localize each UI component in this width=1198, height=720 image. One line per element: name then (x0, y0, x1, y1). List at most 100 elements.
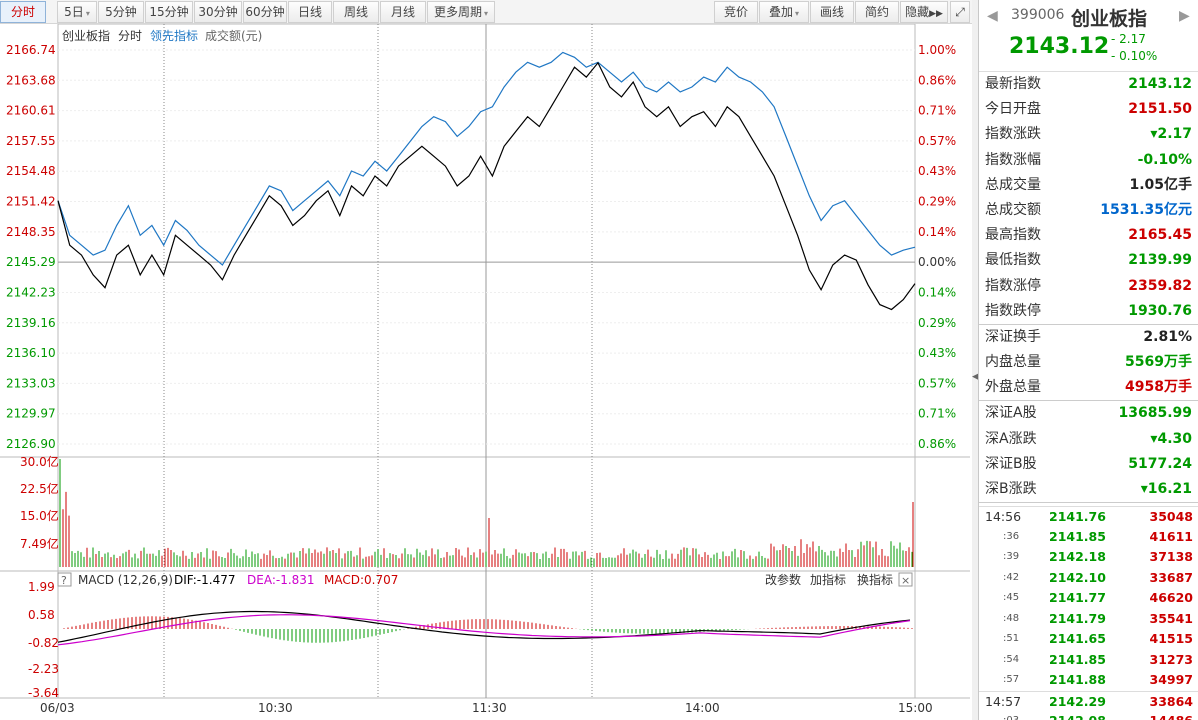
macd-tick-label: -2.23 (28, 662, 59, 676)
pct-tick-label: 0.71% (918, 104, 956, 118)
tick-volume: 14486 (1150, 711, 1194, 720)
price-tick-label: 2139.16 (6, 316, 56, 330)
stat-label: 总成交额 (985, 201, 1041, 218)
stat-row: 深A涨跌 ▾4.30 (979, 427, 1198, 452)
auction-button[interactable]: 竞价 (714, 1, 758, 23)
hide-label: 隐藏 (905, 5, 930, 19)
leading-indicator-line (57, 51, 916, 266)
tick-price: 2141.77 (1049, 590, 1106, 606)
tick-row: :48 2141.79 35541 (979, 609, 1198, 630)
stat-label: 今日开盘 (985, 101, 1041, 118)
pct-tick-label: 0.86% (918, 73, 956, 87)
pct-tick-label: 0.43% (918, 164, 956, 178)
tab-more-periods[interactable]: 更多周期 ▾ (427, 1, 495, 23)
stat-value: 5569万手 (1125, 354, 1192, 371)
tick-row: 14:56 2141.76 35048 (979, 506, 1198, 527)
stat-value: 2143.12 (1128, 76, 1192, 92)
simple-mode-button[interactable]: 简约 (855, 1, 899, 23)
price-tick-label: 2151.42 (6, 195, 56, 209)
chevron-down-icon: ▾ (484, 9, 489, 18)
legend-label: 成交额(元) (205, 28, 262, 43)
switch-indicator-button: 换指标 (857, 572, 893, 587)
overlay-label: 叠加 (768, 5, 793, 19)
volume-tick-label: 22.5亿 (20, 481, 59, 496)
tick-time: :03 (1003, 711, 1019, 720)
tick-time: 14:56 (985, 509, 1022, 525)
tab-5day[interactable]: 5日 ▾ (57, 1, 97, 23)
tick-row: :39 2142.18 37138 (979, 547, 1198, 568)
stat-value: 4958万手 (1125, 379, 1192, 396)
volume-tick-label: 30.0亿 (20, 454, 59, 469)
stat-row: 深证换手 2.81% (979, 325, 1198, 350)
tick-row: :36 2141.85 41611 (979, 527, 1198, 548)
stat-value: 5177.24 (1128, 455, 1192, 472)
help-icon-glyph: ? (61, 574, 67, 587)
tab-5min[interactable]: 5分钟 (98, 1, 144, 23)
tab-weekly[interactable]: 周线 (333, 1, 379, 23)
stat-row: 深证B股 5177.24 (979, 452, 1198, 477)
dif-value: DIF:-1.477 (174, 573, 235, 587)
volume-tick-label: 15.0亿 (20, 508, 59, 523)
dea-value: DEA:-1.831 (247, 573, 315, 587)
stat-row: 深证A股 13685.99 (979, 401, 1198, 426)
stat-row: 今日开盘 2151.50 (979, 97, 1198, 122)
macd-tick-label: -3.64 (28, 686, 59, 700)
time-tick-label: 11:30 (472, 701, 507, 715)
stat-label: 最高指数 (985, 227, 1041, 244)
index-name: 创业板指 (1071, 8, 1148, 30)
dif-line (57, 610, 911, 643)
tick-volume: 33864 (1149, 693, 1194, 709)
double-chevron-right-icon: ▶▶ (929, 9, 943, 19)
tick-volume: 31273 (1149, 651, 1194, 667)
tick-volume: 34997 (1149, 672, 1194, 688)
stat-value: 2359.82 (1128, 277, 1192, 294)
stat-value: ▾4.30 (1150, 430, 1192, 447)
stat-label: 深证B股 (985, 455, 1037, 472)
tick-time: :54 (1003, 653, 1020, 665)
tick-price: 2141.85 (1049, 528, 1106, 544)
tab-monthly[interactable]: 月线 (380, 1, 426, 23)
tick-price: 2141.76 (1049, 509, 1106, 525)
tab-30min[interactable]: 30分钟 (194, 1, 242, 23)
time-tick-label: 10:30 (258, 701, 293, 715)
tick-time: :48 (1003, 612, 1020, 624)
stat-value: 2.81% (1143, 328, 1192, 345)
tab-timeshare[interactable]: 分时 (0, 1, 46, 23)
stat-label: 深证换手 (985, 328, 1041, 345)
intraday-chart[interactable]: 2166.74 1.00% 2163.68 0.86% 2160.61 0.71% 2157… (0, 24, 972, 720)
tick-time: 14:57 (985, 693, 1022, 709)
draw-line-button[interactable]: 画线 (810, 1, 854, 23)
prev-arrow-icon[interactable]: ◀ (987, 8, 998, 24)
legend-label: 分时 (118, 29, 142, 43)
stat-row: 外盘总量 4958万手 (979, 375, 1198, 400)
stat-row: 内盘总量 5569万手 (979, 350, 1198, 375)
tick-row: 14:57 2142.29 33864 (979, 690, 1198, 712)
stat-row: 指数涨跌 ▾2.17 (979, 122, 1198, 147)
price-tick-label: 2166.74 (6, 43, 56, 57)
index-code: 399006 (1011, 7, 1065, 23)
tick-list[interactable]: 14:56 2141.76 35048:36 2141.85 41611:39 2142.… (979, 506, 1198, 720)
turnover-group: 深证换手 2.81% 内盘总量 5569万手 外盘总量 4958万手 (979, 325, 1198, 402)
tab-60min[interactable]: 60分钟 (243, 1, 287, 23)
chart-canvas[interactable]: 2166.74 1.00% 2163.68 0.86% 2160.61 0.71% 2157… (0, 24, 972, 720)
stat-row: 指数涨幅 -0.10% (979, 148, 1198, 173)
fullscreen-button[interactable]: ⤢ (950, 1, 970, 23)
tick-row: :57 2141.88 34997 (979, 670, 1198, 691)
chevron-down-icon: ▾ (795, 9, 800, 18)
macd-label: MACD (12,26,9) (78, 573, 173, 587)
next-arrow-icon[interactable]: ▶ (1179, 8, 1190, 24)
tab-15min[interactable]: 15分钟 (145, 1, 193, 23)
dea-line (57, 614, 911, 646)
hide-button[interactable]: 隐藏▶▶ (900, 1, 948, 23)
panel-splitter[interactable]: ◀ (972, 0, 979, 720)
help-icon (57, 572, 72, 587)
tab-daily[interactable]: 日线 (288, 1, 332, 23)
overlay-button[interactable]: 叠加 ▾ (759, 1, 809, 23)
stat-value: 2139.99 (1128, 252, 1192, 269)
stat-row: 指数涨停 2359.82 (979, 274, 1198, 299)
tick-row: :45 2141.77 46620 (979, 588, 1198, 609)
stat-row: 总成交量 1.05亿手 (979, 173, 1198, 198)
price-tick-label: 2129.97 (6, 407, 56, 421)
macd-tick-label: -0.82 (28, 636, 59, 650)
pct-tick-label: 0.71% (918, 407, 956, 421)
